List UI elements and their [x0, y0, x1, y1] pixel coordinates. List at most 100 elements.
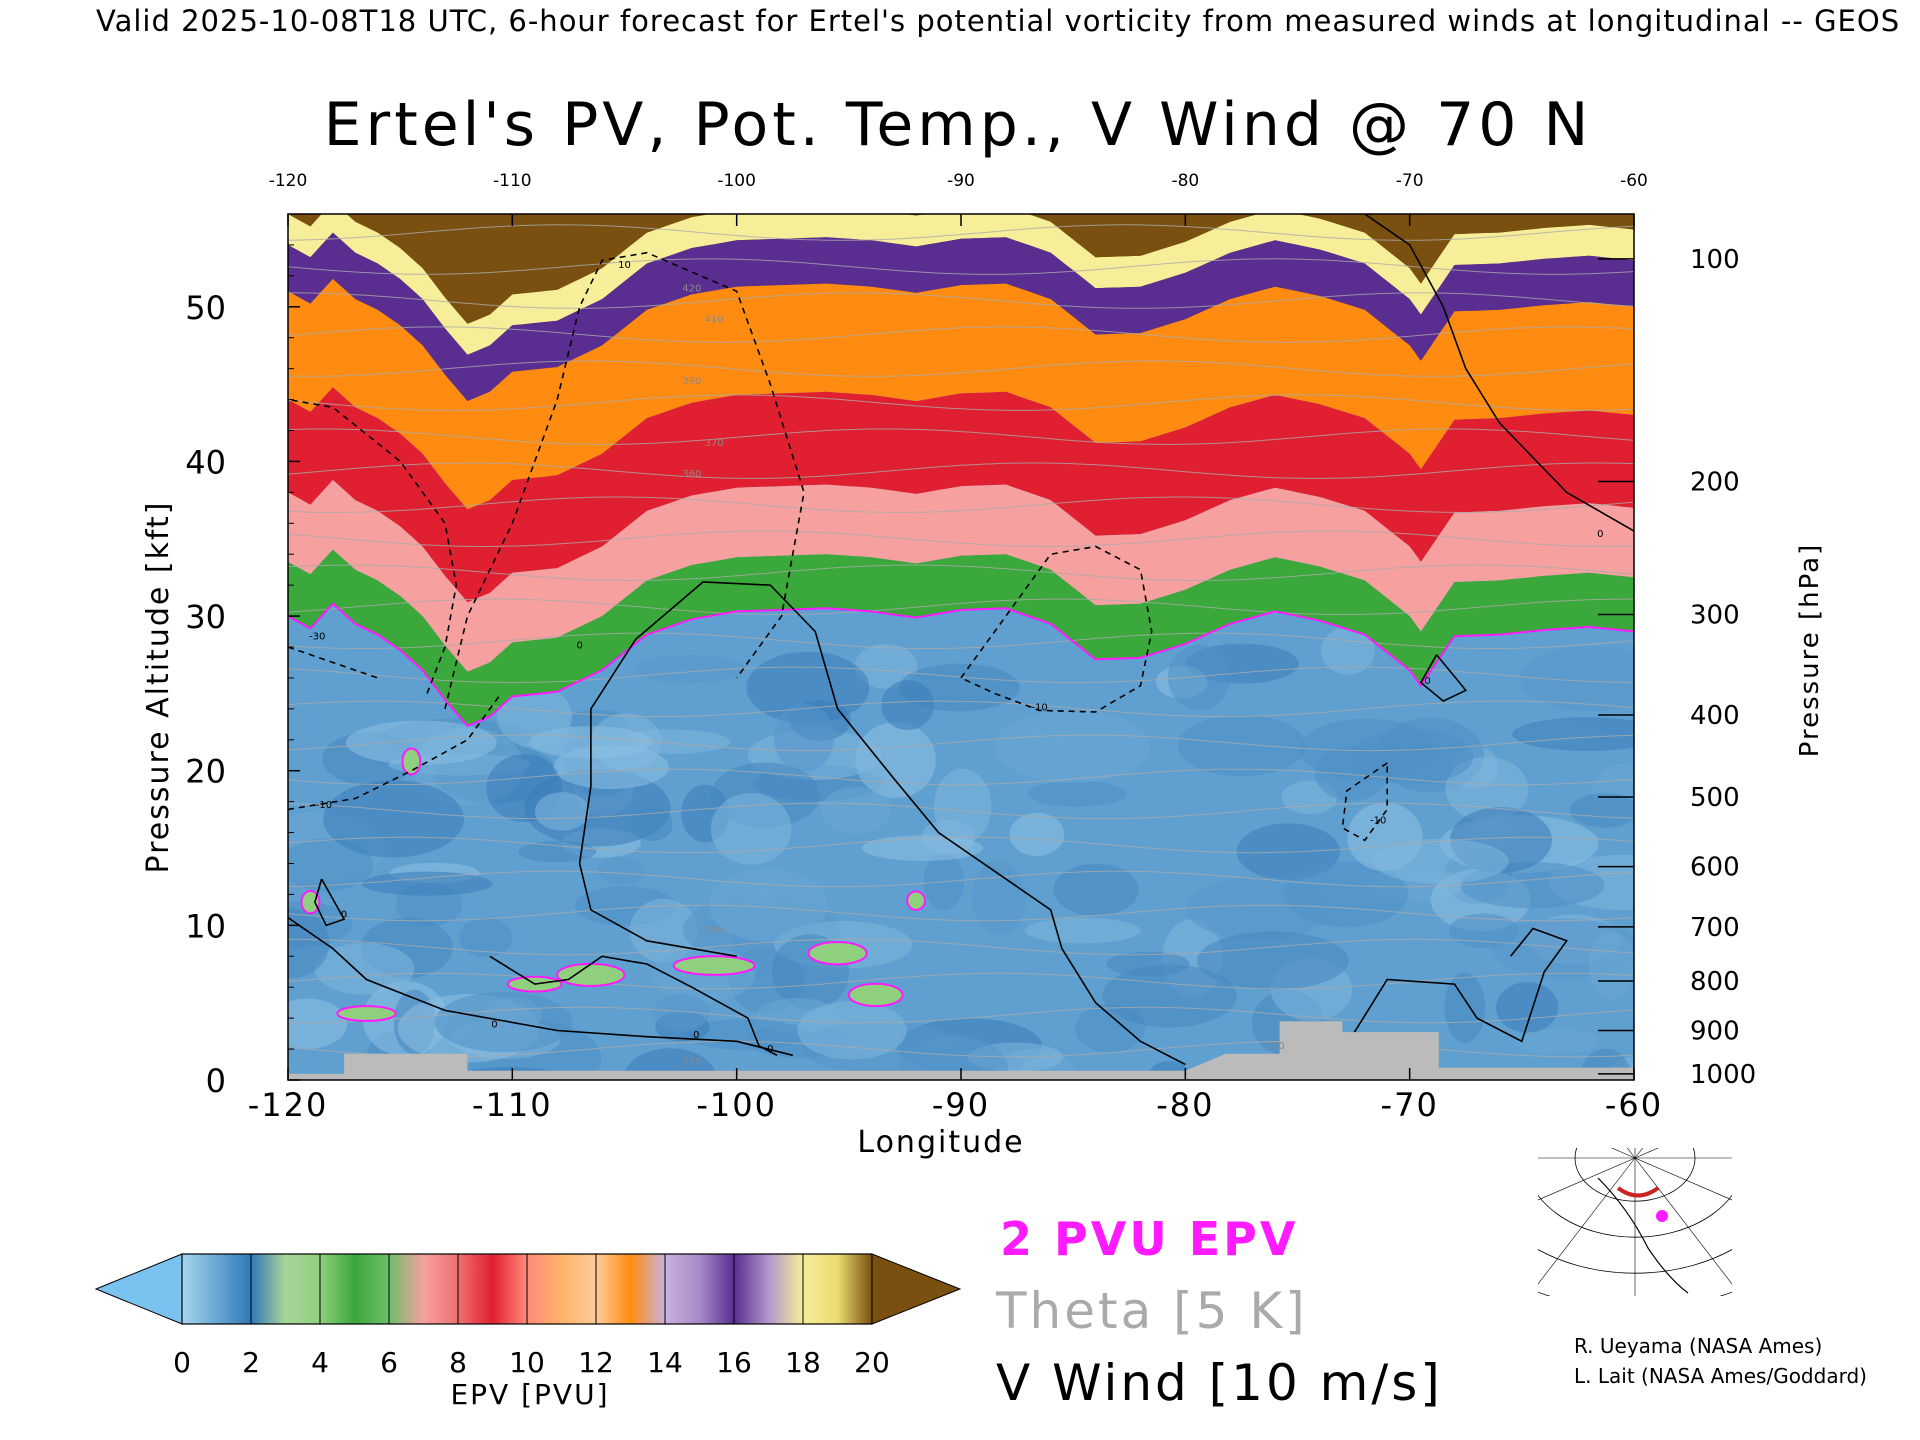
- epv-2pvu-blob: [807, 941, 868, 966]
- epv-texture-patch: [933, 768, 992, 844]
- y-tick-label: 50: [185, 289, 226, 327]
- epv-band-red: [288, 387, 1634, 603]
- epv-texture-patch: [900, 1036, 1008, 1080]
- epv-texture-patch: [1320, 626, 1375, 675]
- wind-contour-negative: [960, 545, 1153, 713]
- wind-contour-zero: [1364, 214, 1634, 532]
- colorbar-tick-label: 8: [449, 1346, 467, 1379]
- inset-section-line: [1616, 1186, 1660, 1198]
- theta-contour-line: [288, 1006, 1634, 1024]
- epv-texture-patch: [1168, 644, 1231, 711]
- wind-contour-zero: [1419, 654, 1468, 703]
- epv-texture-patch: [634, 654, 746, 684]
- pressure-tick-label: 400: [1690, 701, 1740, 731]
- theta-contour-line: [288, 802, 1634, 820]
- x-tick-label: -70: [1381, 1086, 1439, 1124]
- theta-contour-line: [288, 870, 1634, 888]
- colorbar-low-arrow: [94, 1253, 183, 1325]
- theta-contour-line: [288, 428, 1634, 445]
- epv-2pvu-blob: [906, 890, 927, 911]
- wind-contour-negative: [444, 251, 805, 710]
- epv-texture-patch: [1588, 931, 1634, 999]
- epv-2pvu-blob: [401, 747, 422, 776]
- theta-label: 410: [705, 314, 724, 325]
- wind-contours: [288, 214, 1634, 1066]
- epv-texture-patch: [971, 860, 1027, 935]
- pressure-tick-label: 1000: [1690, 1060, 1756, 1090]
- epv-texture-patch: [994, 709, 1151, 783]
- epv-texture-patch: [881, 680, 935, 731]
- wind-label: -10: [316, 800, 332, 811]
- credit-line-1: R. Ueyama (NASA Ames): [1574, 1334, 1823, 1358]
- credit-line-2: L. Lait (NASA Ames/Goddard): [1574, 1364, 1867, 1388]
- inset-meridian: [1538, 1157, 1636, 1201]
- wind-label: -10: [1031, 702, 1047, 713]
- y-axis-label: Pressure Altitude [kft]: [141, 501, 176, 874]
- epv-texture-patch: [434, 992, 573, 1053]
- epv-texture-patch: [710, 793, 792, 865]
- colorbar-tick-label: 4: [311, 1346, 329, 1379]
- theta-contour-line: [288, 564, 1634, 581]
- theta-contour-line: [288, 462, 1634, 479]
- theta-contour-line: [288, 836, 1634, 854]
- epv-texture-patch: [708, 868, 828, 942]
- top-x-tick-label: -110: [493, 171, 532, 191]
- top-x-tick-label: -120: [269, 171, 308, 191]
- epv-texture-patch: [632, 807, 673, 841]
- header-line: Valid 2025-10-08T18 UTC, 6-hour forecast…: [96, 4, 1901, 38]
- pressure-tick-label: 100: [1690, 245, 1740, 275]
- theta-label: 290: [705, 925, 724, 936]
- theta-contour-line: [288, 326, 1634, 343]
- stratosphere-bands: [288, 214, 1634, 726]
- epv-texture-patch: [820, 787, 892, 834]
- theta-label: 270: [682, 1057, 701, 1068]
- theta-contour-line: [288, 258, 1634, 275]
- pressure-tick-label: 300: [1690, 601, 1740, 631]
- epv-texture-patch: [345, 720, 497, 765]
- pressure-tick-label: 600: [1690, 853, 1740, 883]
- wind-contour-negative: [1341, 762, 1388, 842]
- wind-label: -30: [309, 631, 325, 642]
- theta-contour-line: [288, 904, 1634, 922]
- chart-title: Ertel's PV, Pot. Temp., V Wind @ 70 N: [323, 90, 1593, 160]
- inset-meridian: [1538, 1157, 1636, 1285]
- colorbar-tick-label: 14: [647, 1346, 683, 1379]
- wind-label: 0: [341, 910, 347, 921]
- terrain-shape: [288, 1021, 1634, 1080]
- colorbar-tick-label: 18: [785, 1346, 821, 1379]
- x-axis-label: Longitude: [857, 1125, 1024, 1160]
- x-tick-label: -60: [1605, 1086, 1663, 1124]
- pressure-tick-label: 700: [1690, 913, 1740, 943]
- y-tick-label: 10: [185, 907, 226, 945]
- top-x-tick-label: -60: [1620, 171, 1648, 191]
- epv-2pvu-blob: [336, 1005, 397, 1022]
- colorbar-high-arrow: [871, 1253, 962, 1325]
- theta-contour-line: [288, 632, 1634, 649]
- wind-label: 10: [618, 260, 631, 271]
- theta-label: 270: [1266, 1041, 1285, 1052]
- epv-2pvu-line: [288, 602, 1634, 728]
- theta-contour-line: [288, 496, 1634, 514]
- pressure-tick-label: 200: [1690, 468, 1740, 498]
- epv-texture-patch: [1024, 917, 1141, 944]
- pressure-tick-label: 500: [1690, 783, 1740, 813]
- terrain-mask: [288, 1021, 1634, 1080]
- pressure-tick-label: 900: [1690, 1017, 1740, 1047]
- legend-wind: V Wind [10 m/s]: [996, 1354, 1443, 1412]
- epv-band-pink: [288, 480, 1634, 672]
- epv-texture-patch: [773, 703, 835, 772]
- theta-label: 360: [682, 469, 701, 480]
- epv-texture-patch: [1186, 876, 1331, 941]
- wind-contour-zero: [1352, 927, 1568, 1043]
- theta-contour-line: [288, 292, 1634, 309]
- wind-contour-negative: [288, 398, 458, 694]
- wind-contour-zero: [314, 878, 346, 927]
- epv-texture-patch: [652, 993, 710, 1032]
- epv-texture-patch: [497, 685, 573, 748]
- colorbar-tick-label: 0: [173, 1346, 191, 1379]
- colorbar-tick-label: 16: [716, 1346, 752, 1379]
- theta-contour-line: [288, 768, 1634, 786]
- x-tick-label: -90: [932, 1086, 990, 1124]
- y-tick-label: 30: [185, 598, 226, 636]
